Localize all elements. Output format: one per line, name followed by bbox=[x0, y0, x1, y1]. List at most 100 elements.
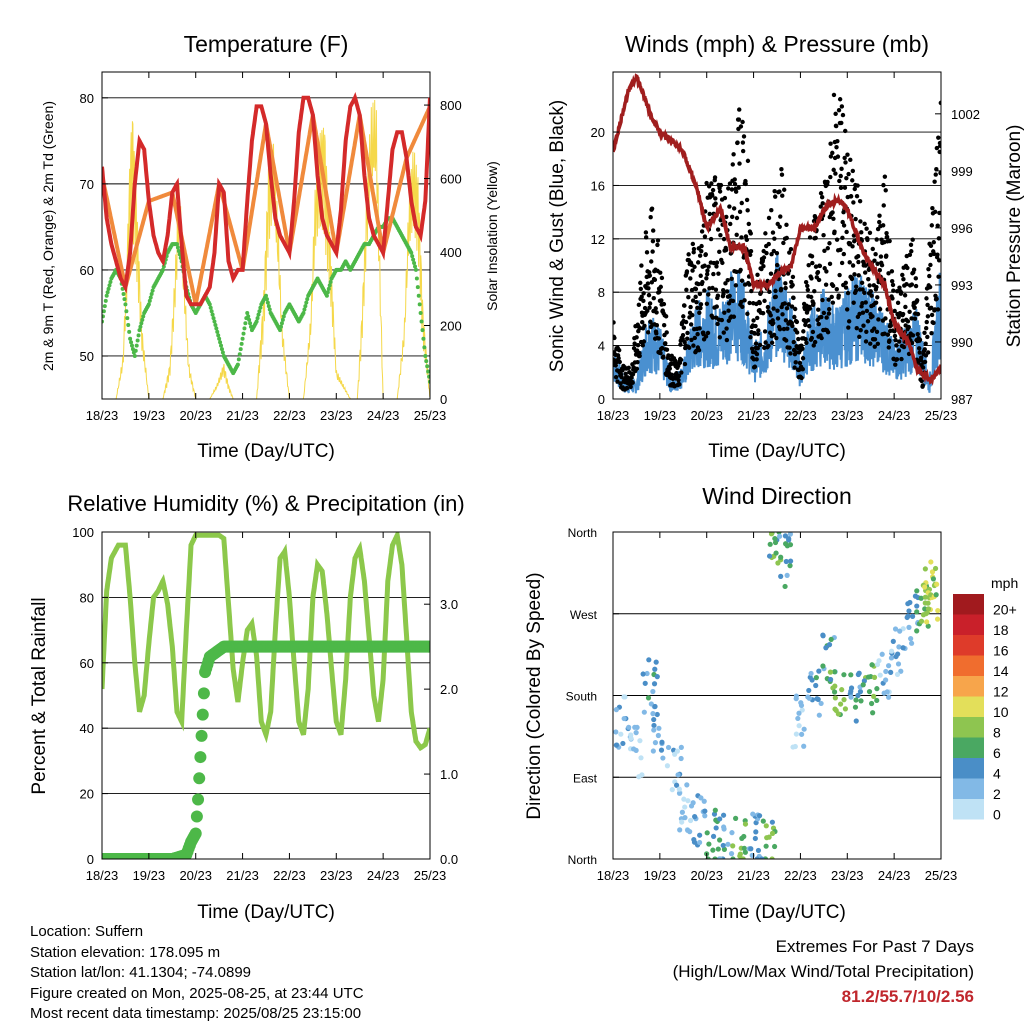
legend-label: 12 bbox=[993, 683, 1009, 699]
direction-point bbox=[720, 842, 726, 849]
gust-point bbox=[819, 314, 824, 320]
dewpoint-point bbox=[126, 322, 131, 327]
gust-point bbox=[706, 264, 711, 269]
gust-point bbox=[778, 214, 783, 219]
y-tick-label: 16 bbox=[591, 178, 605, 193]
gust-point bbox=[740, 119, 745, 125]
gust-point bbox=[805, 283, 810, 289]
direction-point bbox=[895, 661, 902, 667]
direction-point bbox=[653, 659, 659, 665]
direction-point bbox=[929, 569, 936, 575]
gust-point bbox=[719, 317, 725, 323]
gust-point bbox=[783, 338, 789, 343]
gust-point bbox=[698, 302, 704, 307]
dewpoint-point bbox=[129, 343, 134, 348]
legend-swatch bbox=[953, 758, 984, 779]
direction-point bbox=[652, 703, 658, 710]
gust-point bbox=[740, 148, 746, 154]
gust-point bbox=[850, 244, 855, 249]
gust-point bbox=[764, 250, 769, 256]
gust-point bbox=[715, 321, 720, 327]
dewpoint-point bbox=[215, 329, 220, 334]
gust-point bbox=[774, 335, 779, 341]
gust-point bbox=[810, 260, 815, 266]
direction-point bbox=[922, 566, 928, 572]
direction-point bbox=[922, 584, 928, 590]
gust-point bbox=[891, 288, 896, 293]
gust-point bbox=[777, 326, 783, 332]
gust-point bbox=[862, 221, 867, 227]
gust-point bbox=[718, 182, 724, 188]
gust-point bbox=[931, 320, 936, 326]
x-tick-label: 25/23 bbox=[925, 408, 958, 423]
direction-point bbox=[654, 674, 660, 680]
gust-point bbox=[860, 310, 866, 315]
gust-point bbox=[857, 198, 863, 204]
direction-point bbox=[640, 671, 646, 677]
gust-point bbox=[729, 187, 735, 192]
gust-point bbox=[647, 273, 653, 278]
y-right-tick-label: 3.0 bbox=[440, 597, 458, 612]
direction-point bbox=[742, 821, 749, 827]
gust-point bbox=[783, 281, 788, 286]
gust-point bbox=[831, 216, 836, 221]
gust-point bbox=[929, 305, 934, 311]
gust-point bbox=[860, 287, 865, 292]
legend-swatch bbox=[953, 614, 984, 635]
temperature-ylabel: 2m & 9m T (Red, Orange) & 2m Td (Green) bbox=[40, 101, 56, 371]
gust-point bbox=[690, 241, 696, 247]
gust-point bbox=[928, 252, 933, 258]
dewpoint-point bbox=[122, 297, 127, 302]
gust-point bbox=[859, 280, 865, 286]
gust-point bbox=[769, 208, 774, 213]
x-tick-label: 22/23 bbox=[784, 408, 817, 423]
direction-point bbox=[754, 856, 760, 859]
gust-point bbox=[833, 111, 838, 117]
x-tick-label: 23/23 bbox=[320, 408, 353, 423]
gust-point bbox=[685, 336, 690, 341]
gust-point bbox=[757, 300, 762, 306]
gust-point bbox=[740, 140, 746, 145]
gust-point bbox=[754, 357, 759, 362]
x-tick-label: 19/23 bbox=[133, 408, 166, 423]
winds-title: Winds (mph) & Pressure (mb) bbox=[625, 31, 929, 57]
gust-point bbox=[860, 300, 865, 306]
gust-point bbox=[738, 267, 743, 273]
dewpoint-point bbox=[427, 374, 430, 379]
dewpoint-point bbox=[305, 297, 310, 302]
gust-point bbox=[928, 262, 933, 268]
y-right-tick-label: 996 bbox=[951, 221, 973, 236]
gust-point bbox=[862, 290, 867, 296]
gust-point bbox=[846, 319, 852, 324]
gust-point bbox=[897, 339, 902, 344]
gust-point bbox=[704, 271, 710, 277]
gust-point bbox=[821, 310, 827, 316]
gust-point bbox=[805, 318, 811, 323]
direction-point bbox=[646, 657, 652, 663]
gust-point bbox=[763, 340, 768, 345]
gust-point bbox=[678, 357, 684, 363]
direction-point bbox=[883, 677, 889, 683]
direction-point bbox=[622, 694, 628, 700]
gust-point bbox=[646, 286, 651, 291]
dewpoint-point bbox=[422, 345, 427, 350]
gust-point bbox=[760, 310, 766, 316]
direction-point bbox=[741, 833, 747, 840]
dewpoint-point bbox=[240, 336, 245, 341]
dewpoint-point bbox=[219, 347, 224, 352]
gust-point bbox=[732, 177, 737, 182]
gust-point bbox=[813, 215, 818, 221]
gust-point bbox=[875, 341, 881, 347]
direction-point bbox=[728, 851, 735, 857]
gust-point bbox=[735, 140, 740, 145]
gust-point bbox=[724, 289, 730, 294]
gust-point bbox=[708, 236, 714, 242]
direction-point bbox=[633, 730, 639, 736]
direction-point bbox=[828, 676, 834, 683]
gust-point bbox=[928, 243, 934, 248]
gust-point bbox=[922, 359, 928, 365]
precip-point bbox=[195, 729, 208, 742]
dewpoint-point bbox=[243, 321, 248, 326]
dewpoint-point bbox=[149, 292, 154, 297]
gust-point bbox=[654, 331, 659, 336]
